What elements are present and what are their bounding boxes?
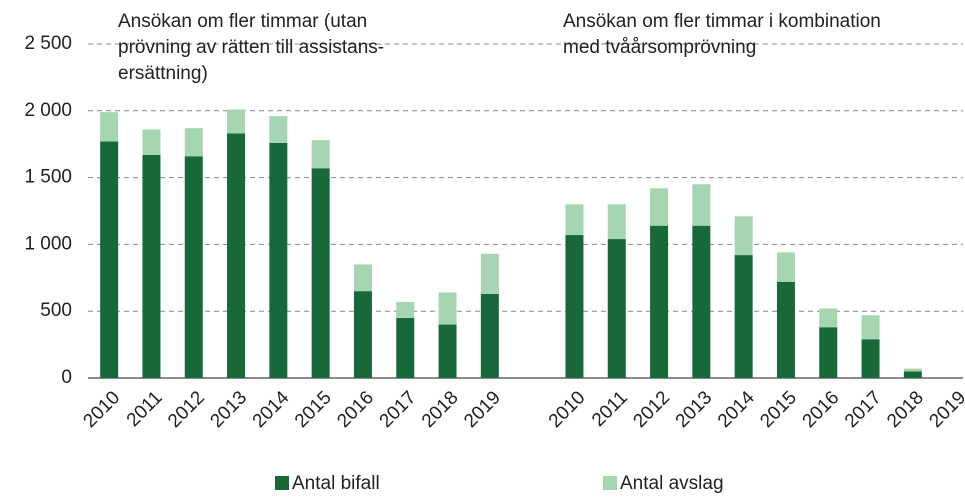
bar xyxy=(227,109,246,134)
bar xyxy=(100,112,119,142)
x-tick-label: 2015 xyxy=(756,387,801,432)
bar xyxy=(734,255,753,378)
bar xyxy=(100,141,119,378)
x-tick-label: 2019 xyxy=(925,387,965,432)
bar xyxy=(565,235,584,378)
bar xyxy=(396,301,415,318)
bar xyxy=(692,184,711,226)
bar xyxy=(650,188,669,226)
x-tick-label: 2017 xyxy=(376,387,421,432)
bar xyxy=(903,368,922,372)
bar xyxy=(311,168,330,378)
x-tick-label: 2016 xyxy=(333,387,378,432)
x-tick-label: 2011 xyxy=(588,387,632,431)
bar xyxy=(438,324,457,378)
bar xyxy=(692,225,711,378)
x-tick-label: 2010 xyxy=(79,387,124,432)
bar xyxy=(480,293,499,378)
bar xyxy=(142,154,161,378)
bar xyxy=(269,142,288,378)
x-tick-label: 2011 xyxy=(123,387,167,431)
legend-swatch xyxy=(603,476,617,490)
x-tick-label: 2013 xyxy=(672,387,717,432)
x-tick-label: 2018 xyxy=(418,387,463,432)
bar xyxy=(650,225,669,378)
bar xyxy=(861,315,880,340)
legend-label: Antal avslag xyxy=(620,473,724,494)
x-tick-label: 2010 xyxy=(545,387,590,432)
panel-title: Ansökan om fler timmar (utan xyxy=(118,11,367,32)
legend-label: Antal bifall xyxy=(292,473,380,494)
panel-title: med tvåårsomprövning xyxy=(563,37,756,58)
bar xyxy=(227,133,246,378)
bar xyxy=(776,252,795,282)
bar xyxy=(184,156,203,378)
bar xyxy=(607,204,626,240)
y-tick-label: 500 xyxy=(40,300,72,321)
x-tick-label: 2012 xyxy=(164,387,209,432)
x-tick-label: 2012 xyxy=(629,387,674,432)
bar xyxy=(861,339,880,378)
x-tick-label: 2017 xyxy=(841,387,886,432)
y-tick-label: 2 000 xyxy=(24,100,72,121)
y-tick-label: 2 500 xyxy=(24,33,72,54)
bar xyxy=(353,291,372,378)
panel-title: prövning av rätten till assistans- xyxy=(118,37,384,58)
bar xyxy=(734,216,753,256)
x-tick-label: 2015 xyxy=(291,387,336,432)
x-tick-label: 2019 xyxy=(460,387,505,432)
legend-swatch xyxy=(275,476,289,490)
bar xyxy=(184,128,203,157)
bar xyxy=(565,204,584,236)
bar xyxy=(142,129,161,155)
bar xyxy=(819,308,838,328)
bar xyxy=(607,239,626,378)
y-tick-label: 0 xyxy=(61,367,72,388)
bar xyxy=(438,292,457,325)
panel-title: Ansökan om fler timmar i kombination xyxy=(563,11,881,32)
bar xyxy=(776,281,795,378)
bar xyxy=(819,327,838,378)
x-tick-label: 2013 xyxy=(206,387,251,432)
panel-title: ersättning) xyxy=(118,63,208,84)
bar xyxy=(396,317,415,378)
y-tick-label: 1 500 xyxy=(24,167,72,188)
x-tick-label: 2016 xyxy=(799,387,844,432)
x-tick-label: 2014 xyxy=(714,387,759,432)
y-tick-label: 1 000 xyxy=(24,233,72,254)
bar xyxy=(353,264,372,292)
bar xyxy=(480,253,499,294)
bar xyxy=(269,116,288,143)
x-tick-label: 2018 xyxy=(883,387,928,432)
x-tick-label: 2014 xyxy=(249,387,294,432)
bar xyxy=(311,140,330,169)
bar xyxy=(903,371,922,378)
